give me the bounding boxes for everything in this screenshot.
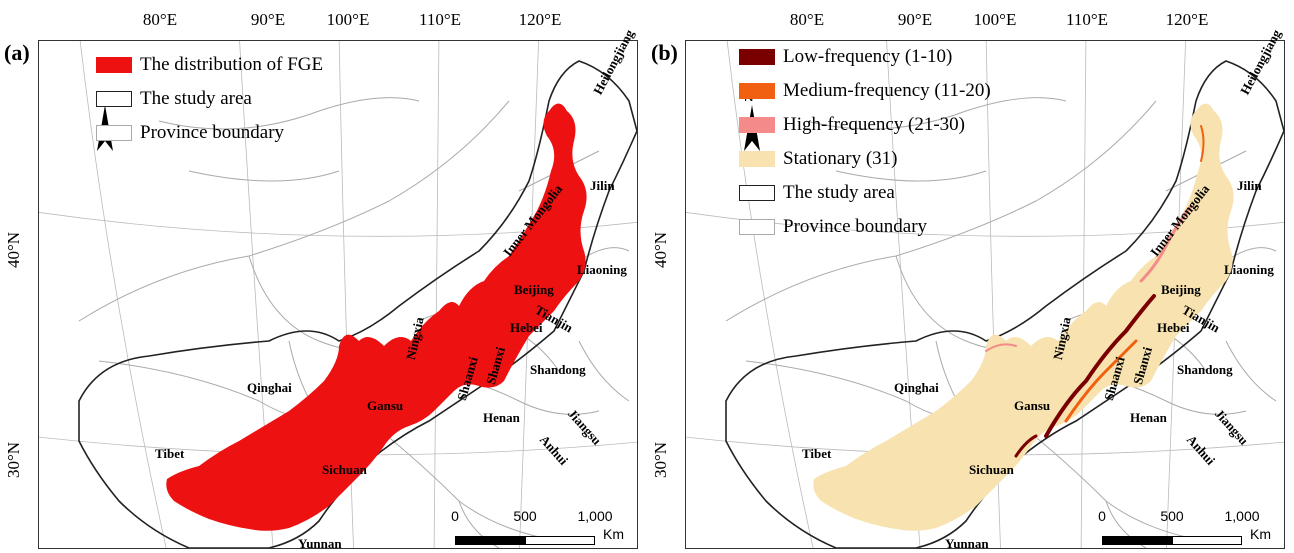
panel-label: (b): [651, 40, 678, 65]
scale-bar-white: [1172, 536, 1242, 545]
scale-tick-500: 500: [1160, 508, 1184, 524]
scale-tick-1000: 1,000: [1224, 508, 1260, 524]
lon-label-100: 100°E: [326, 10, 370, 29]
province-label-sichuan: Sichuan: [969, 462, 1014, 477]
scale-bar: 0 500 1,000 Km: [451, 508, 624, 548]
legend-label: Province boundary: [140, 122, 285, 143]
lon-label-90: 90°E: [250, 10, 286, 29]
scale-tick-1000: 1,000: [577, 508, 613, 524]
legend-item-province: Province boundary: [739, 210, 991, 244]
province-label-henan: Henan: [483, 410, 520, 425]
scale-tick-0: 0: [451, 508, 459, 524]
legend-swatch-province: [96, 125, 132, 141]
legend-label: Medium-frequency (11-20): [783, 80, 991, 101]
lat-label-40: 40°N: [651, 231, 670, 268]
stationary-area: [813, 103, 1234, 531]
map-panel-b: 80°E 90°E 100°E 110°E 120°E 40°N 30°N: [647, 0, 1294, 553]
study-area-outline: [725, 60, 1284, 548]
scale-bar-black: [455, 536, 525, 545]
lon-label-80: 80°E: [142, 10, 178, 29]
scale-bar-white: [525, 536, 595, 545]
province-label-henan: Henan: [1130, 410, 1167, 425]
legend-swatch-study-area: [739, 185, 775, 201]
legend-label: The study area: [140, 88, 252, 109]
legend-swatch-stationary: [739, 151, 775, 167]
legend-label: The study area: [783, 182, 895, 203]
lon-label-100: 100°E: [973, 10, 1017, 29]
legend-swatch-study-area: [96, 91, 132, 107]
map-canvas: [39, 41, 637, 548]
lon-label-90: 90°E: [897, 10, 933, 29]
province-label-sichuan: Sichuan: [322, 462, 367, 477]
legend-item-study-area: The study area: [739, 176, 991, 210]
scale-bar: 0 500 1,000 Km: [1098, 508, 1271, 548]
province-label-tibet: Tibet: [802, 446, 832, 461]
province-label-yunnan: Yunnan: [298, 536, 342, 551]
province-label-gansu: Gansu: [367, 398, 404, 413]
panel-label: (a): [4, 40, 30, 65]
study-area-outline: [78, 60, 637, 548]
lon-label-80: 80°E: [789, 10, 825, 29]
legend-swatch-low: [739, 49, 775, 65]
province-label-beijing: Beijing: [1161, 282, 1201, 297]
legend-label: Low-frequency (1-10): [783, 46, 953, 67]
province-label-jilin: Jilin: [1237, 178, 1262, 193]
scale-tick-0: 0: [1098, 508, 1106, 524]
legend-item-province: Province boundary: [96, 116, 323, 150]
fge-distribution-area: [166, 103, 587, 531]
scale-bar-black: [1102, 536, 1172, 545]
province-label-gansu: Gansu: [1014, 398, 1051, 413]
lat-label-30: 30°N: [651, 441, 670, 478]
province-label-liaoning: Liaoning: [577, 262, 627, 277]
legend-swatch-high: [739, 117, 775, 133]
map-panel-a: 80°E 90°E 100°E 110°E 120°E 40°N 30°N: [4, 10, 638, 551]
map-frame: N: [685, 40, 1285, 549]
legend-swatch-medium: [739, 83, 775, 99]
lat-label-40: 40°N: [4, 231, 23, 268]
scale-unit: Km: [603, 526, 624, 542]
scale-unit: Km: [1250, 526, 1271, 542]
map-frame: N: [38, 40, 638, 549]
lat-label-30: 30°N: [4, 441, 23, 478]
legend-item-high-frequency: High-frequency (21-30): [739, 108, 991, 142]
legend-item-medium-frequency: Medium-frequency (11-20): [739, 74, 991, 108]
legend-label: Province boundary: [783, 216, 928, 237]
province-label-beijing: Beijing: [514, 282, 554, 297]
legend-item-fge: The distribution of FGE: [96, 48, 323, 82]
legend-swatch-province: [739, 219, 775, 235]
province-label-yunnan: Yunnan: [945, 536, 989, 551]
legend-label: High-frequency (21-30): [783, 114, 966, 135]
lon-label-110: 110°E: [418, 10, 462, 29]
province-label-jilin: Jilin: [590, 178, 615, 193]
legend-item-stationary: Stationary (31): [739, 142, 991, 176]
legend: The distribution of FGE The study area P…: [96, 48, 323, 150]
province-label-shandong: Shandong: [530, 362, 586, 377]
lon-label-110: 110°E: [1065, 10, 1109, 29]
province-label-shandong: Shandong: [1177, 362, 1233, 377]
legend-label: The distribution of FGE: [140, 54, 324, 75]
legend: Low-frequency (1-10) Medium-frequency (1…: [739, 40, 991, 244]
province-label-liaoning: Liaoning: [1224, 262, 1274, 277]
legend-swatch-fge: [96, 57, 132, 73]
map-canvas: [686, 41, 1284, 548]
legend-item-low-frequency: Low-frequency (1-10): [739, 40, 991, 74]
province-label-qinghai: Qinghai: [247, 380, 292, 395]
province-label-qinghai: Qinghai: [894, 380, 939, 395]
lon-label-120: 120°E: [518, 10, 562, 29]
lon-label-120: 120°E: [1165, 10, 1209, 29]
legend-label: Stationary (31): [783, 148, 898, 169]
legend-item-study-area: The study area: [96, 82, 323, 116]
province-label-hebei: Hebei: [1157, 320, 1190, 335]
frequency-patches: [985, 125, 1205, 458]
province-label-tibet: Tibet: [155, 446, 185, 461]
province-label-hebei: Hebei: [510, 320, 543, 335]
scale-tick-500: 500: [513, 508, 537, 524]
